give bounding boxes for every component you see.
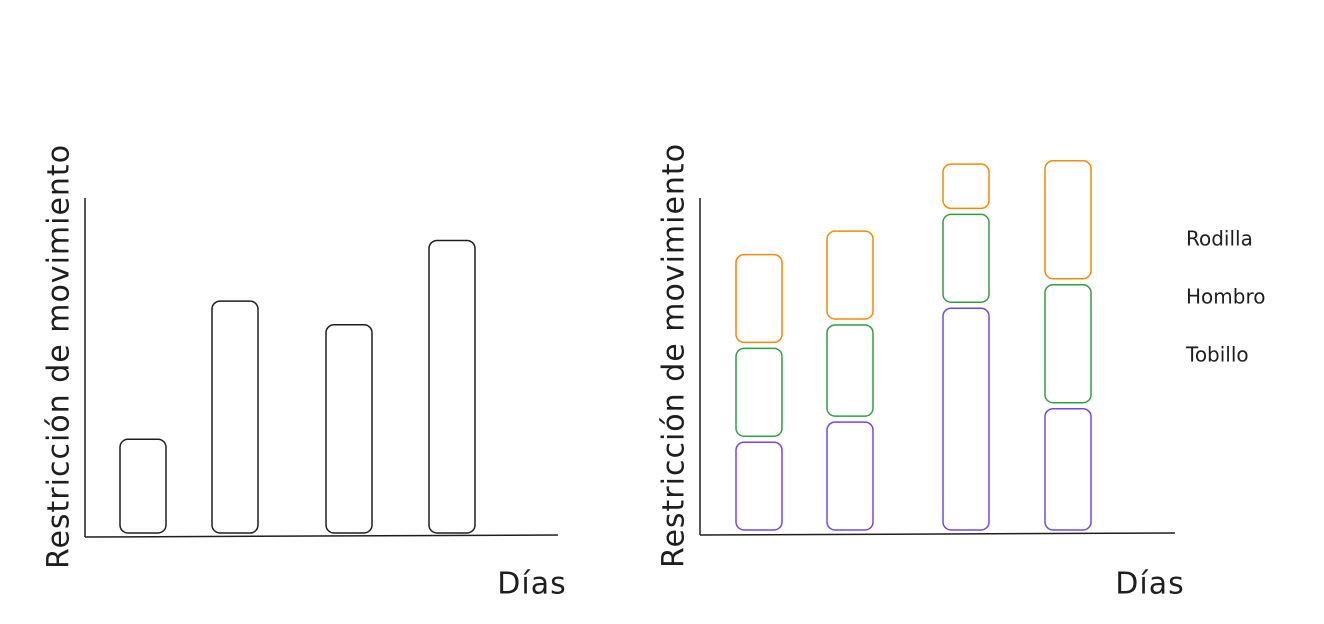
- bar-segment: [1044, 284, 1092, 404]
- legend-entry: Hombro: [1186, 285, 1265, 309]
- bar-segment: [942, 307, 990, 531]
- bar-segment: [826, 324, 874, 417]
- bar: [211, 300, 259, 534]
- bar-segment: [942, 163, 990, 210]
- legend-entry: Rodilla: [1186, 227, 1253, 251]
- y-axis-title: Restricción de movimiento: [657, 143, 692, 568]
- bar-segment: [735, 347, 783, 437]
- x-axis: [699, 532, 1176, 536]
- bar: [428, 239, 476, 534]
- bar-segment: [942, 213, 990, 303]
- bar: [119, 438, 167, 534]
- bar-segment: [826, 421, 874, 531]
- chart: Restricción de movimiento Días Rodilla Homb…: [657, 143, 1266, 602]
- bar-segment: [735, 441, 783, 531]
- bar-segment: [826, 230, 874, 320]
- bar: [325, 323, 373, 534]
- bar-segment: [1044, 407, 1092, 531]
- legend-entry: Tobillo: [1185, 343, 1249, 367]
- x-axis-title: Días: [497, 567, 566, 602]
- bar-segment: [735, 253, 783, 344]
- chart: Restricción de movimiento Días: [42, 144, 566, 602]
- y-axis-title: Restricción de movimiento: [42, 144, 77, 569]
- bar-segment: [1044, 160, 1092, 280]
- x-axis-title: Días: [1115, 567, 1184, 602]
- x-axis: [84, 534, 559, 538]
